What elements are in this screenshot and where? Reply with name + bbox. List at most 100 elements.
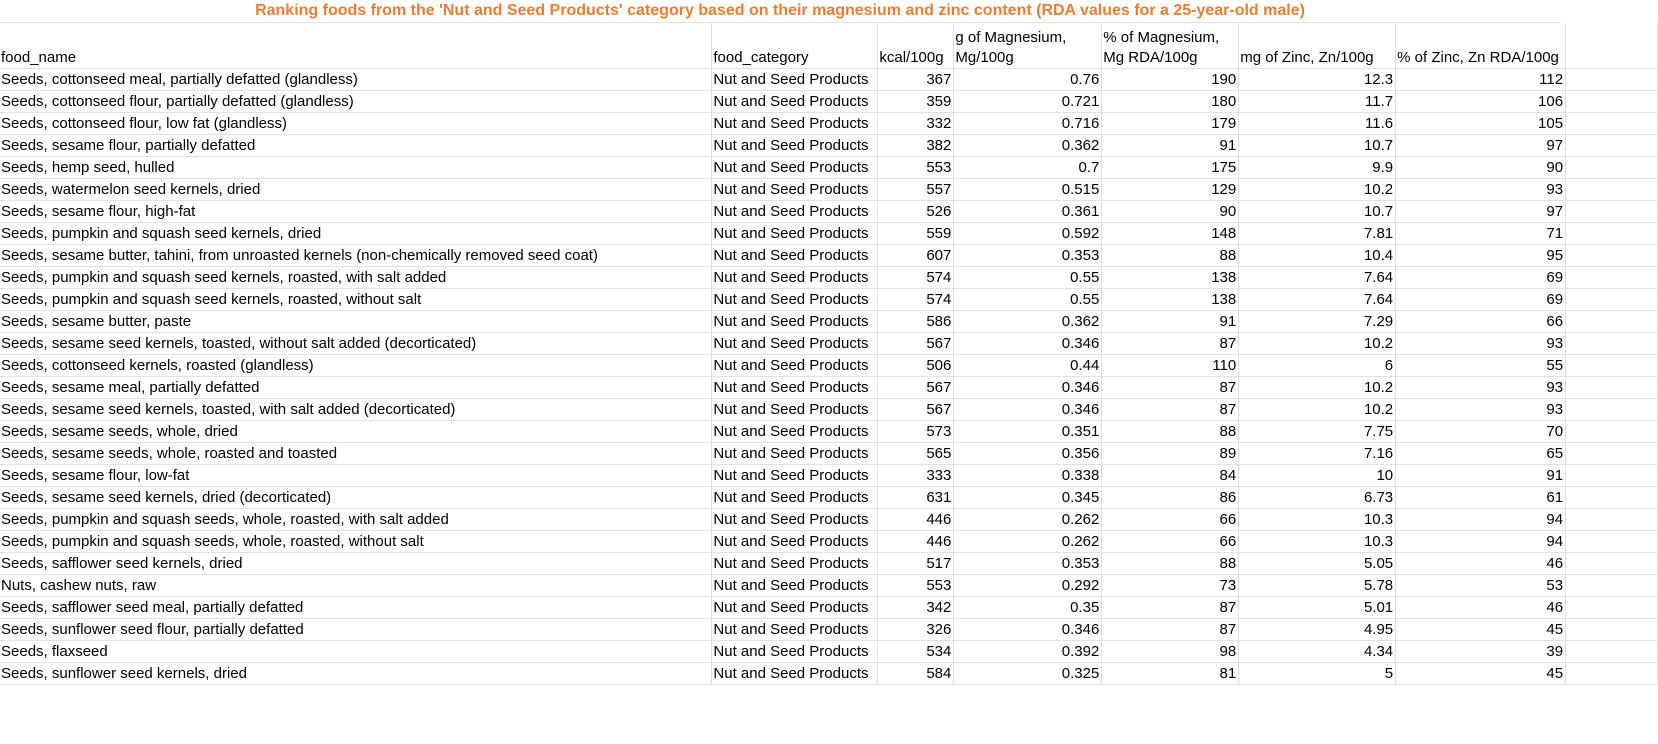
kcal-cell[interactable]: 382 <box>877 134 955 157</box>
zinc-rda-cell[interactable]: 97 <box>1395 200 1567 223</box>
food-name-cell[interactable]: Seeds, safflower seed kernels, dried <box>0 552 713 575</box>
zinc-rda-cell[interactable]: 46 <box>1395 552 1567 575</box>
empty-cell[interactable] <box>1565 23 1658 69</box>
magnesium-rda-cell[interactable]: 87 <box>1101 376 1240 399</box>
magnesium-g-cell[interactable]: 0.351 <box>953 420 1103 443</box>
food-category-cell[interactable]: Nut and Seed Products <box>711 530 879 553</box>
zinc-rda-cell[interactable]: 94 <box>1395 508 1567 531</box>
magnesium-g-cell[interactable]: 0.338 <box>953 464 1103 487</box>
kcal-cell[interactable]: 553 <box>877 156 955 179</box>
zinc-rda-cell[interactable]: 45 <box>1395 662 1567 685</box>
header-zinc-mg[interactable]: mg of Zinc, Zn/100g <box>1238 23 1397 69</box>
zinc-mg-cell[interactable]: 10.3 <box>1238 530 1397 553</box>
food-name-cell[interactable]: Nuts, cashew nuts, raw <box>0 574 713 597</box>
magnesium-g-cell[interactable]: 0.716 <box>953 112 1103 135</box>
magnesium-g-cell[interactable]: 0.35 <box>953 596 1103 619</box>
header-magnesium-rda[interactable]: % of Magnesium, Mg RDA/100g <box>1101 23 1240 69</box>
empty-cell[interactable] <box>1565 178 1658 201</box>
magnesium-g-cell[interactable]: 0.325 <box>953 662 1103 685</box>
magnesium-g-cell[interactable]: 0.356 <box>953 442 1103 465</box>
zinc-mg-cell[interactable]: 5.05 <box>1238 552 1397 575</box>
empty-cell[interactable] <box>1565 156 1658 179</box>
zinc-mg-cell[interactable]: 5.78 <box>1238 574 1397 597</box>
empty-cell[interactable] <box>1565 640 1658 663</box>
zinc-mg-cell[interactable]: 7.75 <box>1238 420 1397 443</box>
food-category-cell[interactable]: Nut and Seed Products <box>711 552 879 575</box>
zinc-mg-cell[interactable]: 4.95 <box>1238 618 1397 641</box>
zinc-mg-cell[interactable]: 7.64 <box>1238 288 1397 311</box>
food-category-cell[interactable]: Nut and Seed Products <box>711 442 879 465</box>
food-category-cell[interactable]: Nut and Seed Products <box>711 574 879 597</box>
empty-cell[interactable] <box>1565 200 1658 223</box>
magnesium-g-cell[interactable]: 0.721 <box>953 90 1103 113</box>
kcal-cell[interactable]: 446 <box>877 530 955 553</box>
food-name-cell[interactable]: Seeds, sesame flour, partially defatted <box>0 134 713 157</box>
zinc-rda-cell[interactable]: 61 <box>1395 486 1567 509</box>
empty-cell[interactable] <box>1565 618 1658 641</box>
zinc-mg-cell[interactable]: 10.4 <box>1238 244 1397 267</box>
magnesium-rda-cell[interactable]: 91 <box>1101 310 1240 333</box>
food-category-cell[interactable]: Nut and Seed Products <box>711 376 879 399</box>
magnesium-rda-cell[interactable]: 86 <box>1101 486 1240 509</box>
magnesium-rda-cell[interactable]: 138 <box>1101 266 1240 289</box>
zinc-rda-cell[interactable]: 69 <box>1395 288 1567 311</box>
sheet-title[interactable]: Ranking foods from the 'Nut and Seed Pro… <box>0 0 1560 23</box>
kcal-cell[interactable]: 567 <box>877 376 955 399</box>
food-name-cell[interactable]: Seeds, sesame butter, paste <box>0 310 713 333</box>
food-name-cell[interactable]: Seeds, sesame seeds, whole, roasted and … <box>0 442 713 465</box>
food-name-cell[interactable]: Seeds, cottonseed meal, partially defatt… <box>0 68 713 91</box>
food-name-cell[interactable]: Seeds, sesame seed kernels, toasted, wit… <box>0 332 713 355</box>
kcal-cell[interactable]: 517 <box>877 552 955 575</box>
zinc-rda-cell[interactable]: 69 <box>1395 266 1567 289</box>
zinc-rda-cell[interactable]: 94 <box>1395 530 1567 553</box>
zinc-mg-cell[interactable]: 10.3 <box>1238 508 1397 531</box>
empty-cell[interactable] <box>1565 442 1658 465</box>
magnesium-g-cell[interactable]: 0.345 <box>953 486 1103 509</box>
food-category-cell[interactable]: Nut and Seed Products <box>711 178 879 201</box>
food-name-cell[interactable]: Seeds, safflower seed meal, partially de… <box>0 596 713 619</box>
zinc-mg-cell[interactable]: 10.2 <box>1238 376 1397 399</box>
food-name-cell[interactable]: Seeds, pumpkin and squash seeds, whole, … <box>0 530 713 553</box>
food-name-cell[interactable]: Seeds, pumpkin and squash seeds, whole, … <box>0 508 713 531</box>
food-name-cell[interactable]: Seeds, watermelon seed kernels, dried <box>0 178 713 201</box>
zinc-rda-cell[interactable]: 112 <box>1395 68 1567 91</box>
food-category-cell[interactable]: Nut and Seed Products <box>711 68 879 91</box>
food-category-cell[interactable]: Nut and Seed Products <box>711 596 879 619</box>
magnesium-rda-cell[interactable]: 66 <box>1101 508 1240 531</box>
food-category-cell[interactable]: Nut and Seed Products <box>711 398 879 421</box>
empty-cell[interactable] <box>1565 332 1658 355</box>
kcal-cell[interactable]: 607 <box>877 244 955 267</box>
magnesium-rda-cell[interactable]: 87 <box>1101 398 1240 421</box>
zinc-rda-cell[interactable]: 55 <box>1395 354 1567 377</box>
empty-cell[interactable] <box>1565 266 1658 289</box>
kcal-cell[interactable]: 567 <box>877 332 955 355</box>
kcal-cell[interactable]: 333 <box>877 464 955 487</box>
empty-cell[interactable] <box>1565 530 1658 553</box>
food-name-cell[interactable]: Seeds, sesame meal, partially defatted <box>0 376 713 399</box>
empty-cell[interactable] <box>1565 508 1658 531</box>
food-name-cell[interactable]: Seeds, flaxseed <box>0 640 713 663</box>
food-category-cell[interactable]: Nut and Seed Products <box>711 464 879 487</box>
kcal-cell[interactable]: 586 <box>877 310 955 333</box>
magnesium-rda-cell[interactable]: 87 <box>1101 618 1240 641</box>
header-food-category[interactable]: food_category <box>711 23 879 69</box>
food-name-cell[interactable]: Seeds, sesame seed kernels, toasted, wit… <box>0 398 713 421</box>
food-category-cell[interactable]: Nut and Seed Products <box>711 354 879 377</box>
zinc-mg-cell[interactable]: 10.7 <box>1238 134 1397 157</box>
food-name-cell[interactable]: Seeds, sesame butter, tahini, from unroa… <box>0 244 713 267</box>
magnesium-rda-cell[interactable]: 88 <box>1101 244 1240 267</box>
magnesium-g-cell[interactable]: 0.392 <box>953 640 1103 663</box>
kcal-cell[interactable]: 574 <box>877 266 955 289</box>
magnesium-g-cell[interactable]: 0.76 <box>953 68 1103 91</box>
food-category-cell[interactable]: Nut and Seed Products <box>711 134 879 157</box>
magnesium-rda-cell[interactable]: 138 <box>1101 288 1240 311</box>
food-name-cell[interactable]: Seeds, sesame seed kernels, dried (decor… <box>0 486 713 509</box>
magnesium-g-cell[interactable]: 0.362 <box>953 310 1103 333</box>
food-name-cell[interactable]: Seeds, cottonseed flour, partially defat… <box>0 90 713 113</box>
zinc-mg-cell[interactable]: 7.81 <box>1238 222 1397 245</box>
zinc-rda-cell[interactable]: 93 <box>1395 376 1567 399</box>
magnesium-rda-cell[interactable]: 89 <box>1101 442 1240 465</box>
magnesium-rda-cell[interactable]: 81 <box>1101 662 1240 685</box>
food-name-cell[interactable]: Seeds, pumpkin and squash seed kernels, … <box>0 288 713 311</box>
kcal-cell[interactable]: 584 <box>877 662 955 685</box>
